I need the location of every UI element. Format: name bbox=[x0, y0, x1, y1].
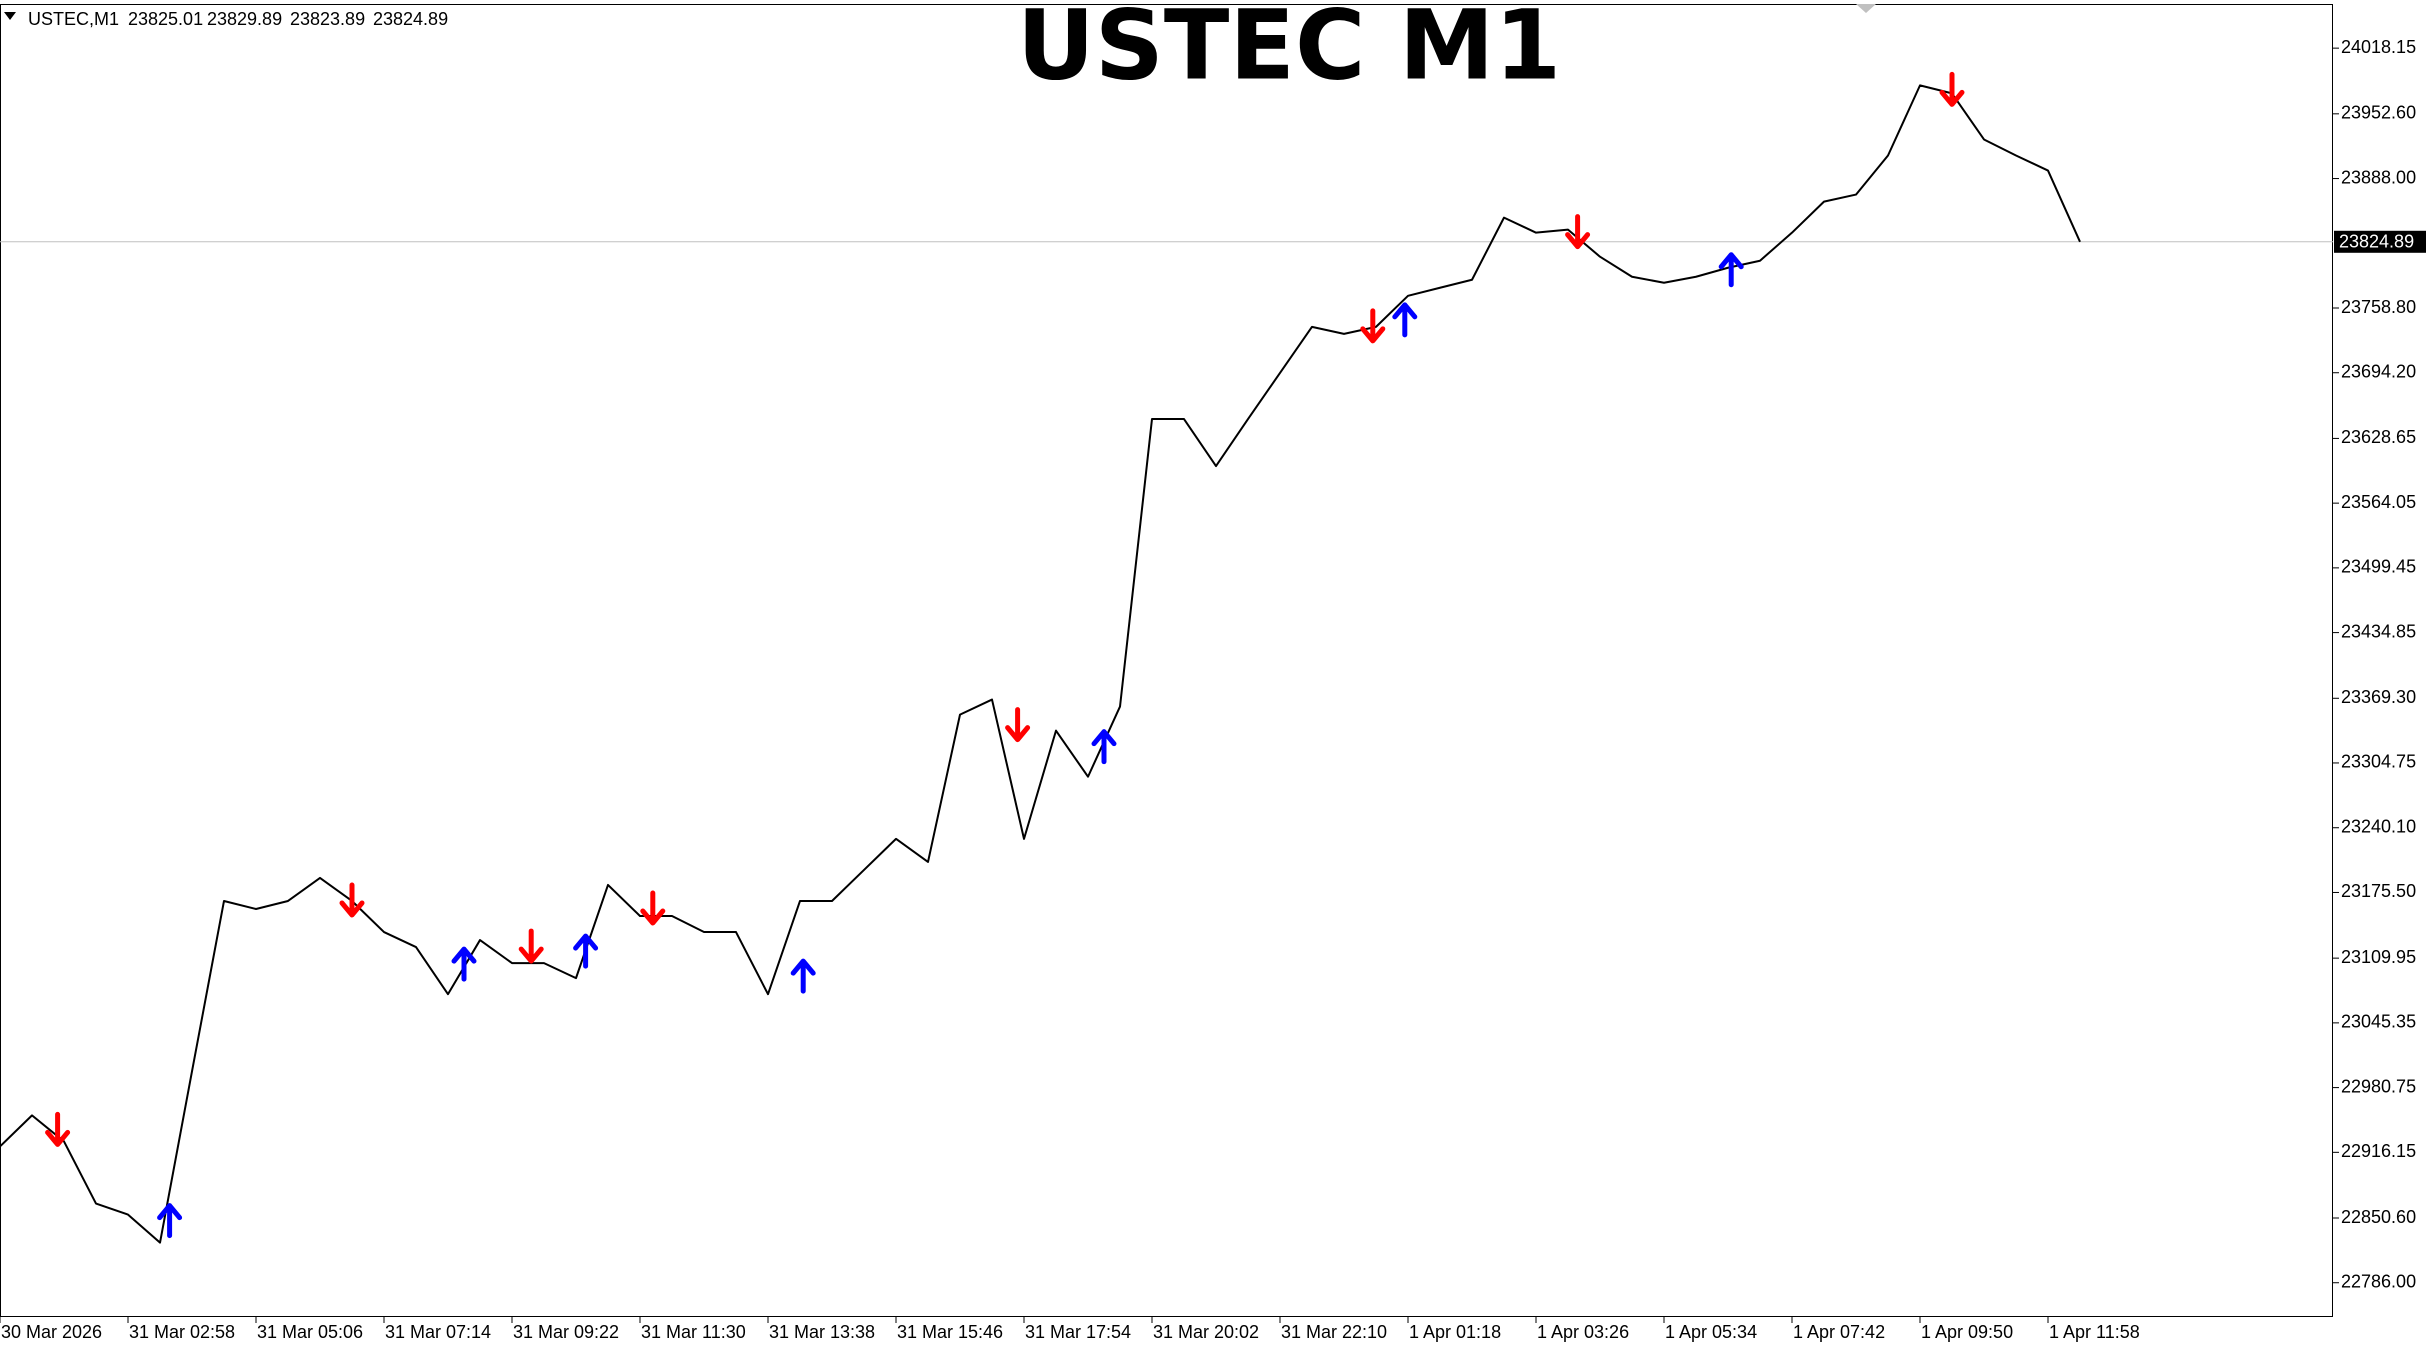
signal-arrow bbox=[573, 933, 599, 969]
x-tick-label: 31 Mar 20:02 bbox=[1153, 1322, 1259, 1342]
ohlc-close: 23824.89 bbox=[373, 9, 448, 29]
x-tick-label: 31 Mar 11:30 bbox=[641, 1322, 746, 1342]
y-tick-label: 23045.35 bbox=[2341, 1012, 2416, 1032]
y-tick-label: 23499.45 bbox=[2341, 557, 2416, 577]
x-tick-label: 1 Apr 01:18 bbox=[1409, 1322, 1501, 1342]
x-tick-label: 1 Apr 03:26 bbox=[1537, 1322, 1629, 1342]
plot-frame bbox=[0, 4, 2333, 1317]
y-tick-label: 23694.20 bbox=[2341, 361, 2416, 381]
x-tick-label: 31 Mar 15:46 bbox=[897, 1322, 1003, 1342]
signal-arrow bbox=[518, 928, 544, 964]
price-label-box bbox=[2334, 230, 2426, 253]
x-tick-label: 31 Mar 07:14 bbox=[385, 1322, 491, 1342]
price-line-series bbox=[0, 84, 2081, 1244]
y-tick-label: 23758.80 bbox=[2341, 297, 2416, 317]
signal-arrow bbox=[45, 1111, 71, 1147]
menu-triangle bbox=[4, 12, 16, 20]
signal-arrow bbox=[451, 946, 477, 982]
y-tick-label: 23109.95 bbox=[2341, 947, 2416, 967]
x-tick-label: 1 Apr 09:50 bbox=[1921, 1322, 2013, 1342]
signal-arrow bbox=[790, 958, 816, 994]
x-tick-label: 31 Mar 09:22 bbox=[513, 1322, 619, 1342]
y-tick-label: 22980.75 bbox=[2341, 1076, 2416, 1096]
y-tick-label: 23304.75 bbox=[2341, 752, 2416, 772]
y-tick-label: 22916.15 bbox=[2341, 1141, 2416, 1161]
signal-arrow bbox=[1718, 252, 1744, 288]
y-tick-label: 22850.60 bbox=[2341, 1207, 2416, 1227]
signal-arrow bbox=[1360, 308, 1386, 344]
signal-arrow bbox=[157, 1203, 183, 1239]
ohlc-high: 23829.89 bbox=[207, 9, 282, 29]
signal-arrow bbox=[1565, 214, 1591, 250]
y-tick-label: 23628.65 bbox=[2341, 427, 2416, 447]
x-tick-label: 1 Apr 11:58 bbox=[2049, 1322, 2140, 1342]
y-tick-label: 23369.30 bbox=[2341, 687, 2416, 707]
scroll-marker bbox=[1856, 4, 1876, 13]
signal-arrow bbox=[1939, 71, 1965, 107]
signal-arrow bbox=[640, 890, 666, 926]
x-tick-label: 31 Mar 02:58 bbox=[129, 1322, 235, 1342]
x-tick-label: 31 Mar 05:06 bbox=[257, 1322, 363, 1342]
x-tick-label: 1 Apr 05:34 bbox=[1665, 1322, 1757, 1342]
x-tick-label: 31 Mar 17:54 bbox=[1025, 1322, 1131, 1342]
price-label: 23824.89 bbox=[2339, 232, 2414, 252]
y-tick-label: 23564.05 bbox=[2341, 492, 2416, 512]
x-tick-label: 31 Mar 13:38 bbox=[769, 1322, 875, 1342]
chart-title: USTEC M1 bbox=[1017, 0, 1561, 101]
symbol: USTEC,M1 bbox=[28, 9, 119, 29]
y-tick-label: 23175.50 bbox=[2341, 881, 2416, 901]
y-tick-label: 23240.10 bbox=[2341, 816, 2416, 836]
x-tick-label: 30 Mar 2026 bbox=[1, 1322, 102, 1342]
x-tick-label: 1 Apr 07:42 bbox=[1793, 1322, 1885, 1342]
y-tick-label: 23434.85 bbox=[2341, 621, 2416, 641]
ohlc-low: 23823.89 bbox=[290, 9, 365, 29]
signal-arrow bbox=[1005, 707, 1031, 743]
ohlc-open: 23825.01 bbox=[128, 9, 203, 29]
signal-arrow bbox=[1091, 729, 1117, 765]
y-tick-label: 24018.15 bbox=[2341, 37, 2416, 57]
signal-arrow bbox=[1392, 302, 1418, 338]
signal-arrow bbox=[339, 882, 365, 918]
x-tick-label: 31 Mar 22:10 bbox=[1281, 1322, 1387, 1342]
y-tick-label: 22786.00 bbox=[2341, 1271, 2416, 1291]
y-tick-label: 23888.00 bbox=[2341, 167, 2416, 187]
y-tick-label: 23952.60 bbox=[2341, 103, 2416, 123]
